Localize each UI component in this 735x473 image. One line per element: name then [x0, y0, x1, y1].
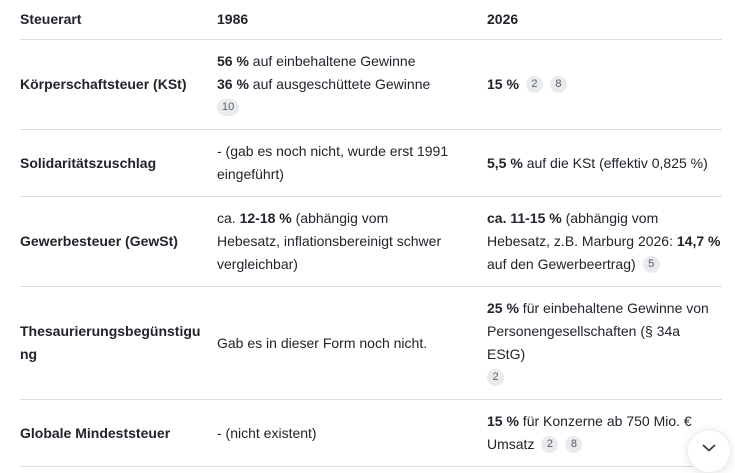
- cell-1986: 56 % auf einbehaltene Gewinne 36 % auf au…: [217, 39, 487, 130]
- table-row-gewerbesteuer: Gewerbesteuer (GewSt) ca. 12-18 % (abhän…: [20, 196, 722, 287]
- cell-text: für einbehaltene Gewinne von Personenges…: [487, 300, 709, 362]
- row-label: Körperschaftsteuer (KSt): [20, 39, 217, 130]
- table-row-koerperschaftsteuer: Körperschaftsteuer (KSt) 56 % auf einbeh…: [20, 39, 722, 130]
- reference-badge[interactable]: 8: [549, 75, 567, 93]
- tax-comparison-table: Steuerart 1986 2026 Körperschaftsteuer (…: [20, 0, 722, 467]
- column-header-2026: 2026: [487, 0, 722, 40]
- cell-1986: - (nicht existent): [217, 399, 487, 467]
- table-header-row: Steuerart 1986 2026: [20, 0, 722, 40]
- cell-text: auf ausgeschüttete Gewinne: [248, 76, 431, 92]
- cell-text: auf den Gewerbeertrag): [487, 256, 636, 272]
- reference-badge[interactable]: 5: [642, 255, 660, 273]
- chevron-down-icon: [702, 444, 716, 452]
- cell-value-bold: 56 %: [217, 53, 249, 69]
- reference-badge[interactable]: 2: [541, 435, 559, 453]
- cell-text: (abhängig vom Hebesatz, z.B. Marburg 202…: [487, 210, 677, 249]
- reference-badge[interactable]: 10: [217, 98, 240, 116]
- table-row-globale-mindeststeuer: Globale Mindeststeuer - (nicht existent)…: [20, 399, 722, 467]
- reference-badge[interactable]: 2: [525, 75, 543, 93]
- cell-text: (abhängig vom Hebesatz, inflationsberein…: [217, 210, 442, 272]
- cell-text: - (nicht existent): [217, 424, 317, 441]
- row-label: Solidaritätszuschlag: [20, 129, 217, 197]
- cell-1986: - (gab es noch nicht, wurde erst 1991 ei…: [217, 129, 487, 197]
- cell-text: auf die KSt (effektiv 0,825 %): [522, 154, 708, 171]
- row-label: Gewerbesteuer (GewSt): [20, 196, 217, 287]
- row-label: Globale Mindeststeuer: [20, 399, 217, 467]
- cell-value-bold: 36 %: [217, 76, 249, 92]
- column-header-steuerart: Steuerart: [20, 0, 217, 40]
- cell-value-bold: ca. 11-15 %: [487, 210, 562, 226]
- cell-1986: ca. 12-18 % (abhängig vom Hebesatz, infl…: [217, 196, 487, 287]
- column-header-1986: 1986: [217, 0, 487, 40]
- cell-value-bold: 12-18 %: [239, 210, 292, 226]
- cell-2026: 15 % 2 8: [487, 39, 722, 130]
- row-label: Thesaurierungsbegünstigung: [20, 286, 217, 400]
- cell-value-bold: 15 %: [487, 76, 519, 92]
- cell-value-bold: 5,5 %: [487, 154, 523, 171]
- cell-text: auf einbehaltene Gewinne: [248, 53, 416, 69]
- cell-2026: 5,5 % auf die KSt (effektiv 0,825 %): [487, 129, 722, 197]
- cell-text: für Konzerne ab 750 Mio. € Umsatz: [487, 413, 692, 452]
- table-row-solidaritaetszuschlag: Solidaritätszuschlag - (gab es noch nich…: [20, 129, 722, 197]
- table-row-thesaurierungsbeguenstigung: Thesaurierungsbegünstigung Gab es in die…: [20, 286, 722, 400]
- cell-text: Gab es in dieser Form noch nicht.: [217, 334, 428, 351]
- cell-1986: Gab es in dieser Form noch nicht.: [217, 286, 487, 400]
- cell-2026: 15 % für Konzerne ab 750 Mio. € Umsatz 2 8: [487, 399, 722, 467]
- cell-value-bold: 25 %: [487, 300, 519, 316]
- cell-value-bold: 14,7 %: [676, 233, 721, 249]
- cell-text: ca.: [217, 210, 240, 226]
- cell-2026: 25 % für einbehaltene Gewinne von Person…: [487, 286, 722, 400]
- cell-2026: ca. 11-15 % (abhängig vom Hebesatz, z.B.…: [487, 196, 722, 287]
- reference-badge[interactable]: 2: [487, 368, 504, 386]
- scroll-down-button[interactable]: [687, 429, 731, 473]
- cell-text: - (gab es noch nicht, wurde erst 1991 ei…: [217, 143, 449, 182]
- cell-value-bold: 15 %: [487, 413, 519, 429]
- reference-badge[interactable]: 8: [565, 435, 583, 453]
